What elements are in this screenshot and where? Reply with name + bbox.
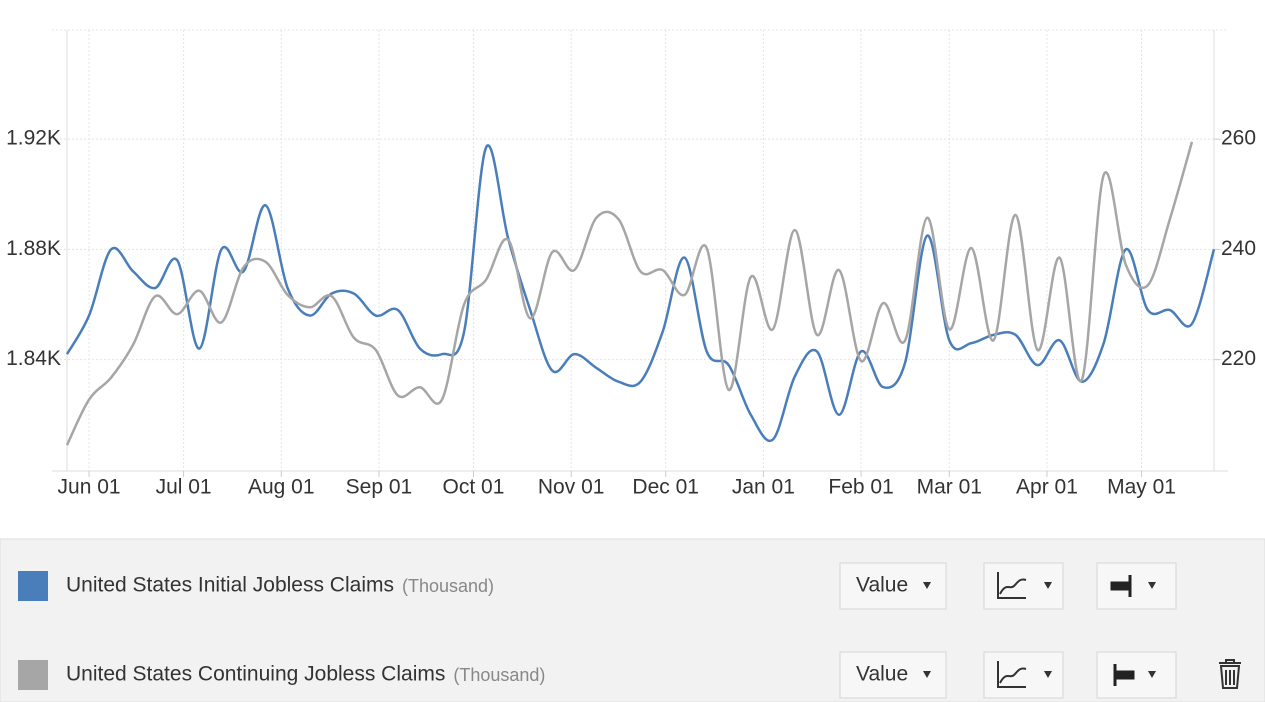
line-icon: [997, 661, 1027, 688]
series-line: [65, 144, 1216, 443]
dropdown-arrow: [1044, 671, 1052, 678]
y-tick-label: 1.92K: [6, 127, 61, 150]
dropdown-arrow: [1148, 671, 1156, 678]
legend-label: United States Initial Jobless Claims: [66, 574, 394, 597]
legend-unit: (Thousand): [402, 576, 494, 596]
y-tick-label: 1.84K: [6, 347, 61, 370]
x-tick-label: May 01: [1107, 476, 1176, 499]
x-tick-label: Oct 01: [443, 476, 505, 499]
x-tick-label: Jul 01: [156, 476, 212, 499]
x-tick-label: Jan 01: [732, 476, 795, 499]
dropdown-arrow: [1044, 582, 1052, 589]
x-tick-label: Aug 01: [248, 476, 315, 499]
y2-tick-label: 240: [1221, 237, 1256, 260]
y2-tick-label: 220: [1221, 347, 1256, 370]
mode-dropdown-label: Value: [856, 574, 908, 597]
x-tick-label: Sep 01: [346, 476, 413, 499]
chart-type-dropdown[interactable]: [983, 651, 1064, 699]
delete-icon[interactable]: [1219, 659, 1241, 689]
series-line: [65, 141, 1194, 446]
dropdown-arrow: [1148, 582, 1156, 589]
dropdown-arrow: [923, 671, 931, 678]
y2-tick-label: 260: [1221, 127, 1256, 150]
x-tick-label: Jun 01: [58, 476, 121, 499]
axis-icon: [1110, 575, 1132, 597]
axis-icon: [1113, 664, 1135, 686]
x-tick-label: Apr 01: [1016, 476, 1078, 499]
x-tick-label: Feb 01: [828, 476, 893, 499]
legend-label: United States Continuing Jobless Claims: [66, 663, 445, 686]
legend-swatch: [18, 660, 48, 690]
x-tick-label: Dec 01: [632, 476, 699, 499]
axis-dropdown[interactable]: [1096, 651, 1177, 699]
dropdown-arrow: [923, 582, 931, 589]
x-tick-label: Mar 01: [917, 476, 982, 499]
axis-dropdown[interactable]: [1096, 562, 1177, 610]
chart-type-dropdown[interactable]: [983, 562, 1064, 610]
legend-unit: (Thousand): [453, 665, 545, 685]
legend-swatch: [18, 571, 48, 601]
line-icon: [997, 572, 1027, 599]
y-tick-label: 1.88K: [6, 237, 61, 260]
x-tick-label: Nov 01: [538, 476, 605, 499]
mode-dropdown-label: Value: [856, 663, 908, 686]
